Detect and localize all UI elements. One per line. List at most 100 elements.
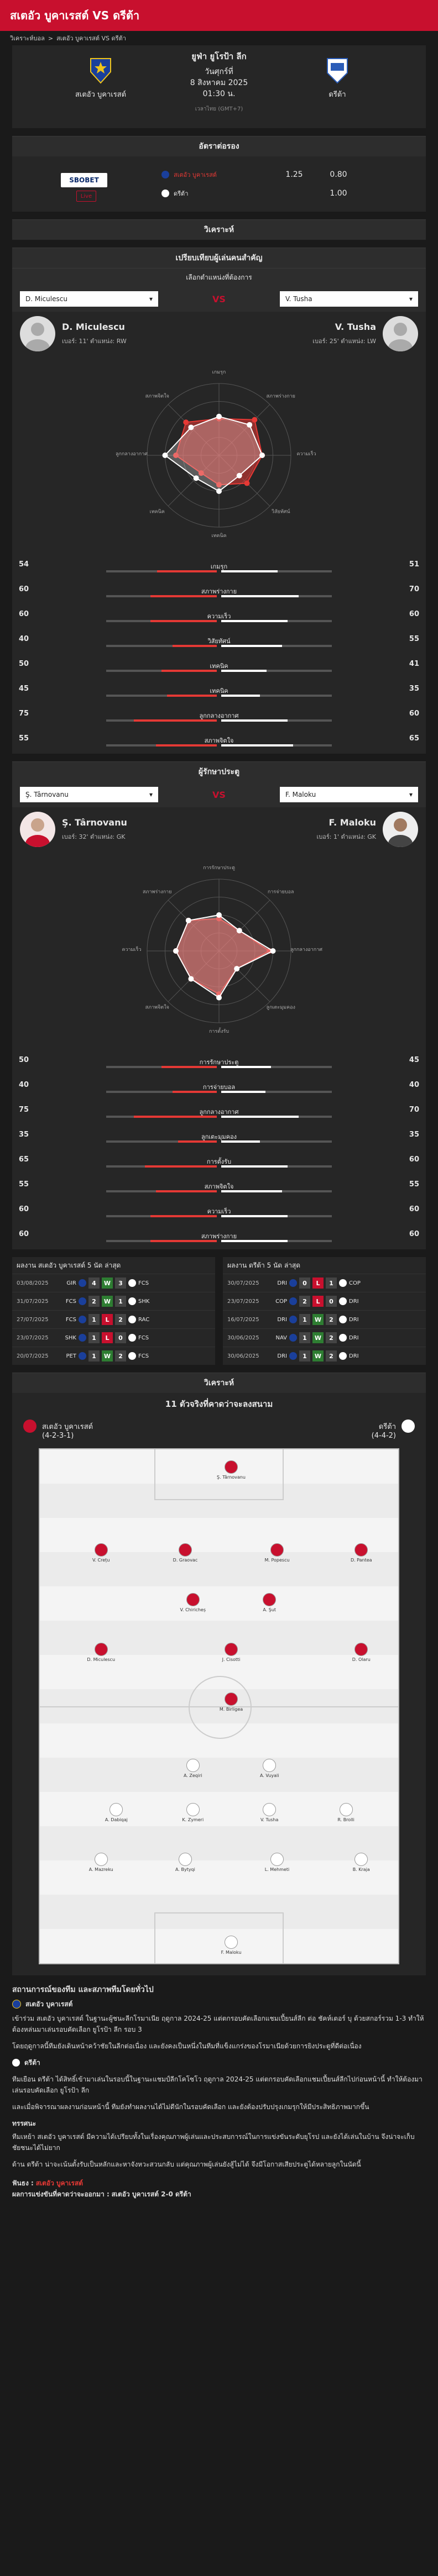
- player-name: Ş. Târnovanu: [217, 1475, 246, 1480]
- home-player[interactable]: D. Graovac: [160, 1543, 210, 1563]
- radar-point: [173, 453, 179, 458]
- home-player[interactable]: D. Miculescu: [76, 1643, 126, 1662]
- stat-left-value: 50: [19, 1056, 29, 1064]
- stat-left-bar: [106, 1190, 217, 1192]
- stat-right-bar: [221, 1116, 332, 1118]
- stat-left-bar: [106, 719, 217, 722]
- away-player[interactable]: R. Brolli: [321, 1803, 371, 1822]
- home-player[interactable]: A. Şut: [244, 1593, 294, 1612]
- away-player[interactable]: K. Zymeri: [168, 1803, 218, 1822]
- home-player[interactable]: M. Popescu: [252, 1543, 302, 1563]
- stat-row: 55 สภาพจิตใจ 55: [12, 1175, 426, 1200]
- form-score-away: 0: [115, 1332, 126, 1343]
- player-shirt-icon: [225, 1692, 238, 1706]
- form-row: 27/07/2025 FCS 1 L 2 RAC: [12, 1310, 215, 1328]
- stat-left-bar: [106, 595, 217, 597]
- home-player[interactable]: Ş. Târnovanu: [206, 1460, 256, 1480]
- home-player[interactable]: M. Birligea: [206, 1692, 256, 1712]
- away-player[interactable]: L. Mehmeti: [252, 1853, 302, 1872]
- analysis-tab-label[interactable]: วิเคราะห์: [12, 219, 426, 240]
- away-player[interactable]: A. Bytyqi: [160, 1853, 210, 1872]
- score-label: ผลการแข่งขันที่คาดว่าจะออกมา :: [12, 2190, 109, 2198]
- radar-point: [216, 995, 222, 1001]
- stat-right-bar: [221, 1140, 332, 1143]
- form-result-badge: W: [102, 1296, 113, 1307]
- team-crest-icon: [128, 1279, 136, 1287]
- stat-left-value: 60: [19, 1205, 29, 1213]
- form-score-home: 1: [299, 1332, 310, 1343]
- away-player[interactable]: A. Zeqiri: [168, 1759, 218, 1778]
- stat-right-value: 40: [409, 1081, 419, 1089]
- player-name: V. Tusha: [260, 1817, 279, 1822]
- stat-right-bar: [221, 744, 332, 746]
- player-shirt-icon: [94, 1543, 108, 1557]
- live-button[interactable]: Live: [76, 191, 96, 202]
- radar-label: ลูกกลางอากาศ: [290, 947, 322, 953]
- team-crest-icon: [79, 1297, 86, 1305]
- home-player[interactable]: J. Cisotti: [206, 1643, 256, 1662]
- away-player[interactable]: A. Mazreku: [76, 1853, 126, 1872]
- player-name: F. Maloku: [221, 1950, 242, 1955]
- bookmaker-logo[interactable]: SBOBET: [61, 173, 107, 187]
- keeper-compare: ผู้รักษาประตู Ş. Târnovanu ▾ VS F. Maloku…: [12, 761, 426, 1249]
- stat-left-bar: [106, 744, 217, 746]
- analysis-home-name: สเตอัว บูคาเรสต์: [25, 2000, 73, 2008]
- away-player[interactable]: V. Tusha: [244, 1803, 294, 1822]
- player-shirt-icon: [186, 1759, 200, 1772]
- player-shirt-icon: [354, 1643, 368, 1656]
- player-name: D. Miculescu: [87, 1657, 116, 1662]
- breadcrumb-sep: >: [48, 34, 54, 42]
- home-player[interactable]: D. Pantea: [336, 1543, 386, 1563]
- compare-players: D. Miculescu เบอร์: 11' ตำแหน่ง: RW V. T…: [12, 312, 426, 356]
- form-away: DRI: [349, 1334, 359, 1341]
- lineup-tab[interactable]: วิเคราะห์: [12, 1373, 426, 1393]
- stat-label: สภาพร่างกาย: [201, 1233, 237, 1240]
- stat-label: การจ่ายบอล: [202, 1084, 236, 1091]
- match-time: 01:30 น.: [202, 90, 236, 98]
- left-keeper-select[interactable]: Ş. Târnovanu ▾: [20, 787, 158, 802]
- home-team-logo: [87, 56, 114, 84]
- right-player-select[interactable]: V. Tusha ▾: [280, 291, 418, 307]
- form-score-home: 1: [88, 1332, 100, 1343]
- team-crest-icon: [289, 1334, 297, 1342]
- left-player-select[interactable]: D. Miculescu ▾: [20, 291, 158, 307]
- away-player[interactable]: A. Dabiqaj: [91, 1803, 141, 1822]
- home-player[interactable]: V. Crețu: [76, 1543, 126, 1563]
- bottom-penalty-box: [154, 1912, 284, 1963]
- breadcrumb-home[interactable]: วิเคราะห์บอล: [10, 35, 45, 42]
- player-shirt-icon: [354, 1543, 368, 1557]
- form-row: 03/08/2025 GIR 4 W 3 FCS: [12, 1274, 215, 1292]
- stat-label: การตั้งรับ: [206, 1158, 232, 1165]
- home-player[interactable]: D. Olaru: [336, 1643, 386, 1662]
- player-shirt-icon: [270, 1853, 284, 1866]
- stat-right-value: 60: [409, 709, 419, 718]
- away-player[interactable]: F. Maloku: [206, 1936, 256, 1955]
- radar-point: [216, 413, 222, 419]
- form-row: 31/07/2025 FCS 2 W 1 SHK: [12, 1292, 215, 1310]
- stat-label: เทคนิค: [210, 663, 228, 670]
- home-player[interactable]: V. Chiricheș: [168, 1593, 218, 1612]
- radar-label: ความเร็ว: [296, 450, 316, 457]
- stat-right-bar: [221, 1066, 332, 1068]
- form-result-badge: L: [102, 1332, 113, 1343]
- stat-right-value: 60: [409, 1230, 419, 1238]
- stat-left-value: 54: [19, 560, 29, 569]
- away-player[interactable]: A. Vuyali: [244, 1759, 294, 1778]
- away-team-logo: [324, 56, 351, 84]
- stat-right-bar: [221, 1165, 332, 1168]
- home-form-title: ผลงาน สเตอัว บูคาเรสต์ 5 นัด ล่าสุด: [17, 1261, 121, 1269]
- analysis-tab: วิเคราะห์: [12, 219, 426, 240]
- stat-right-value: 35: [409, 1131, 419, 1139]
- pick-label: ฟันธง :: [12, 2179, 34, 2187]
- form-score-home: 0: [299, 1278, 310, 1289]
- stat-label: เทคนิค: [210, 687, 228, 695]
- right-keeper-select[interactable]: F. Maloku ▾: [280, 787, 418, 802]
- form-row: 30/06/2025 NAV 1 W 2 DRI: [223, 1328, 426, 1347]
- stat-left-value: 40: [19, 1081, 29, 1089]
- chevron-down-icon: ▾: [409, 295, 413, 303]
- analysis-text: สถานการณ์ของทีม และสภาพทีมโดยทั่วไป สเตอ…: [0, 1984, 438, 2200]
- odds-hdp: 1.25: [285, 170, 303, 179]
- player-name: M. Birligea: [219, 1707, 243, 1712]
- player-shirt-icon: [178, 1543, 192, 1557]
- away-player[interactable]: B. Kraja: [336, 1853, 386, 1872]
